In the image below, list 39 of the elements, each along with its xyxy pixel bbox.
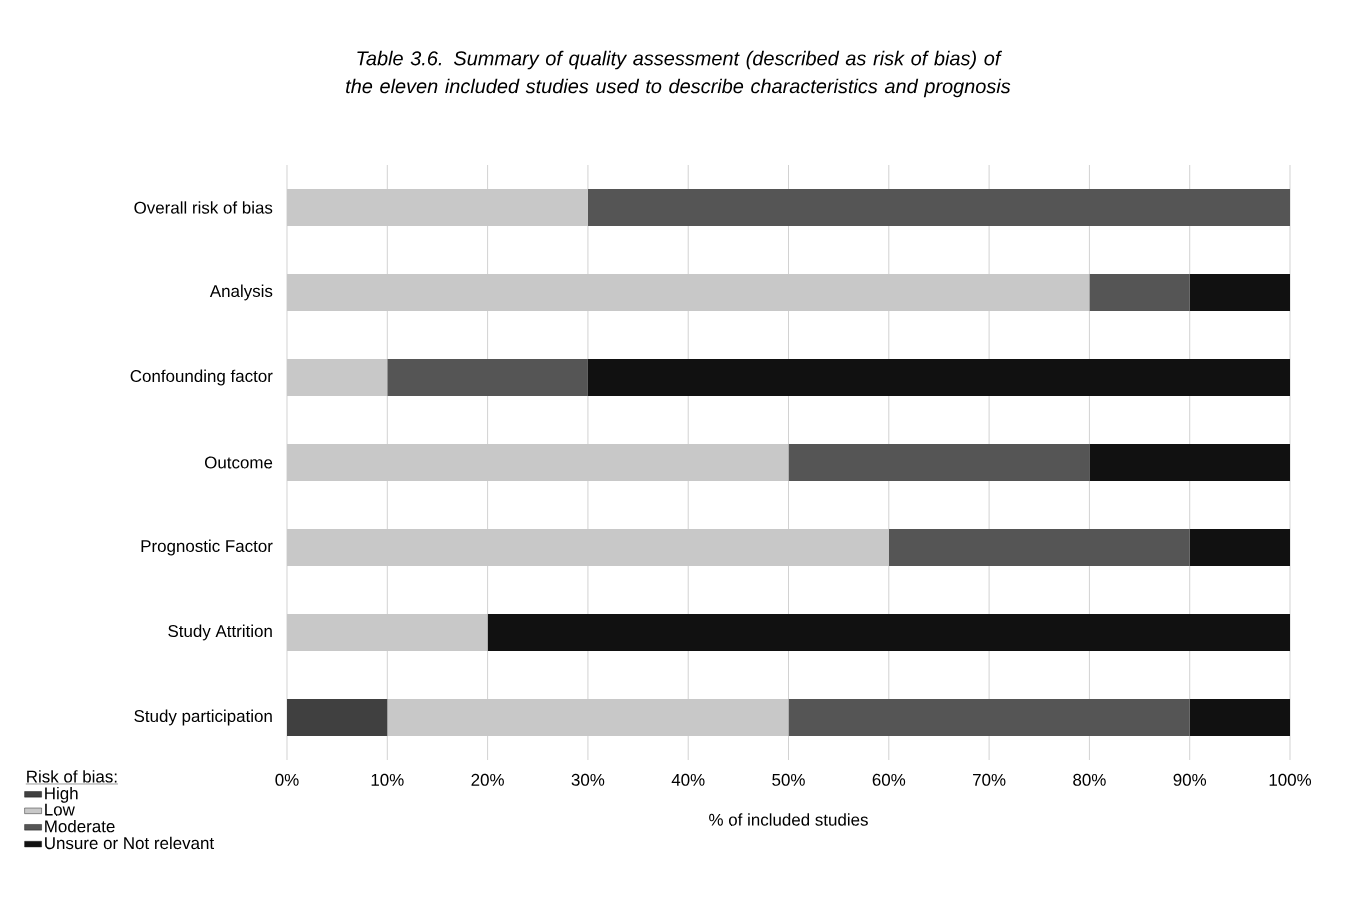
bar (587, 189, 1291, 226)
bar (1189, 529, 1291, 567)
x-tick-label: 60% (872, 773, 906, 786)
y-tick-label: Outcome (204, 456, 273, 469)
y-tick-label: Overall risk of bias (134, 201, 273, 214)
x-tick-label: 10% (371, 773, 404, 786)
x-tick-label: 80% (1073, 773, 1106, 786)
x-tick-label: 20% (471, 773, 504, 786)
bar (587, 359, 1291, 397)
bar (788, 444, 1090, 482)
x-tick-label: 90% (1173, 773, 1207, 786)
bar (387, 699, 789, 737)
x-tick-label: 30% (571, 773, 605, 786)
y-tick-label: Confounding factor (130, 369, 273, 386)
bar (287, 699, 388, 737)
legend-label: Unsure or Not relevant (45, 836, 215, 850)
y-tick-label: Study participation (134, 709, 272, 726)
bar (788, 699, 1190, 737)
bar (1089, 274, 1190, 311)
legend-label: Moderate (45, 819, 115, 833)
x-tick-label: 50% (772, 773, 805, 786)
y-tick-label: Analysis (209, 284, 273, 301)
x-axis-title: % of included studies (709, 813, 868, 826)
bar (487, 614, 1291, 652)
bar (888, 529, 1190, 567)
x-tick-label: 0% (275, 773, 299, 786)
chart-title: Table 3.6. Summary of quality assessment (described as risk of bias) of the eleven included studies used to describe characteristics and prognosis (346, 50, 1011, 98)
legend-label: High (45, 786, 78, 803)
legend-title: Risk of bias: (27, 770, 117, 783)
y-tick-label: Study Attrition (168, 624, 272, 641)
bar (1189, 274, 1291, 311)
legend-label: Low (45, 803, 75, 816)
bar (1189, 699, 1291, 737)
y-tick-label: Prognostic Factor (141, 539, 273, 556)
bar (1089, 444, 1291, 482)
x-tick-label: 40% (671, 773, 705, 786)
x-tick-label: 70% (973, 773, 1006, 786)
bar (387, 359, 588, 397)
x-tick-label: 100% (1269, 773, 1312, 786)
